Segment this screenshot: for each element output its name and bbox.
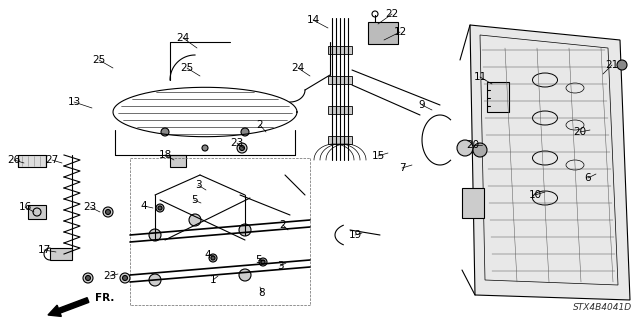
Text: 27: 27 [45,155,59,165]
Text: STX4B4041D: STX4B4041D [573,303,632,312]
Text: 24: 24 [177,33,189,43]
Polygon shape [470,25,630,300]
Text: 23: 23 [104,271,116,281]
FancyArrow shape [48,298,89,316]
Circle shape [149,229,161,241]
Text: 13: 13 [67,97,81,107]
Text: 17: 17 [37,245,51,255]
Circle shape [209,254,217,262]
Circle shape [161,128,169,136]
Text: 22: 22 [385,9,399,19]
Circle shape [241,128,249,136]
Bar [328,106,352,114]
Text: 25: 25 [92,55,106,65]
Bar [18,155,46,167]
Text: 1: 1 [210,275,216,285]
Text: 2: 2 [280,220,286,230]
Text: FR.: FR. [95,293,115,303]
Bar [328,136,352,144]
Circle shape [156,204,164,212]
Bar [368,22,398,44]
Bar [170,155,186,167]
Circle shape [106,210,111,214]
Text: 2: 2 [257,120,263,130]
Text: 26: 26 [8,155,20,165]
Bar [487,82,509,112]
Circle shape [202,145,208,151]
Circle shape [239,224,251,236]
Text: 7: 7 [399,163,405,173]
Bar [50,248,72,260]
Circle shape [83,273,93,283]
Circle shape [617,60,627,70]
Text: 5: 5 [255,255,261,265]
Bar [328,46,352,54]
Text: 15: 15 [371,151,385,161]
Circle shape [158,206,162,210]
Circle shape [149,274,161,286]
Text: 10: 10 [529,190,541,200]
Text: 24: 24 [291,63,305,73]
Text: 6: 6 [585,173,591,183]
Text: 5: 5 [191,195,197,205]
Text: 19: 19 [348,230,362,240]
Text: 8: 8 [259,288,266,298]
Text: 11: 11 [474,72,486,82]
Circle shape [261,260,265,264]
Text: 4: 4 [141,201,147,211]
Text: 20: 20 [573,127,587,137]
Circle shape [457,140,473,156]
Text: 4: 4 [205,250,211,260]
Text: 21: 21 [605,60,619,70]
Circle shape [211,256,215,260]
Text: 3: 3 [276,261,284,271]
Text: 16: 16 [19,202,31,212]
Circle shape [259,258,267,266]
Circle shape [473,143,487,157]
Circle shape [237,143,247,153]
Circle shape [103,207,113,217]
Text: 20: 20 [467,140,479,150]
Bar [328,76,352,84]
Text: 3: 3 [195,180,202,190]
Bar [28,205,46,219]
Bar [462,188,484,218]
Circle shape [239,145,244,151]
Text: 12: 12 [394,27,406,37]
Circle shape [86,276,90,280]
Circle shape [122,276,127,280]
Text: 9: 9 [419,100,426,110]
Text: 23: 23 [230,138,244,148]
Circle shape [239,269,251,281]
Text: 25: 25 [180,63,194,73]
Text: 14: 14 [307,15,319,25]
Text: 23: 23 [83,202,97,212]
Text: 18: 18 [158,150,172,160]
Circle shape [189,214,201,226]
Circle shape [120,273,130,283]
